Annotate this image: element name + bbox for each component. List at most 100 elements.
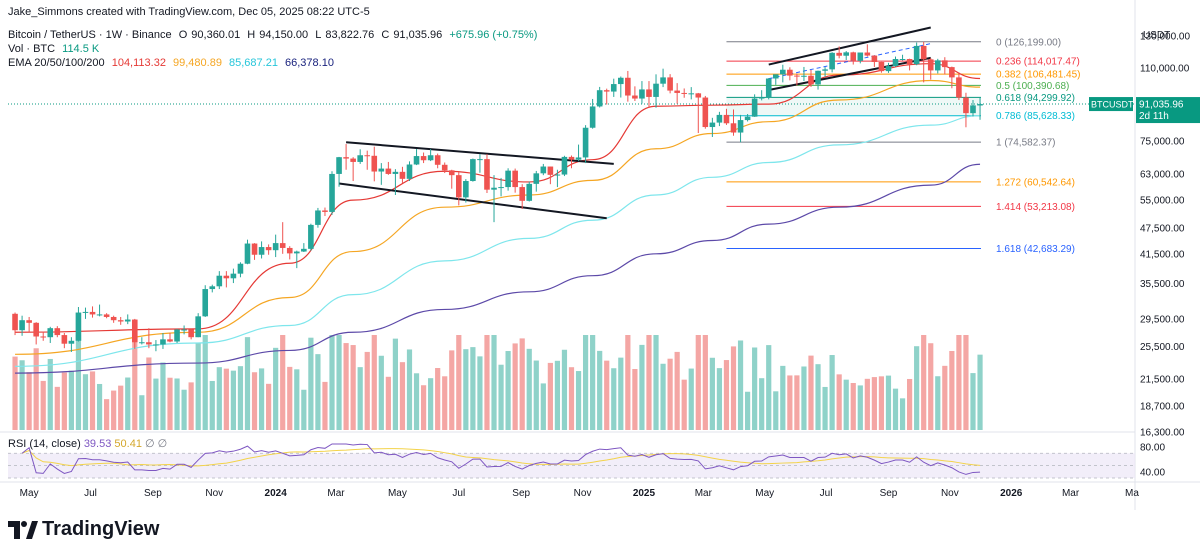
symbol-tag-bg	[1089, 97, 1133, 112]
volume-bar	[104, 399, 110, 430]
candle-body	[33, 322, 39, 337]
volume-bar	[977, 354, 983, 430]
price-tick: 18,700.00	[1140, 401, 1185, 412]
candle-body	[568, 156, 575, 160]
time-tick: Jul	[452, 488, 465, 499]
candle-body	[26, 320, 32, 323]
candle-body	[942, 60, 948, 68]
candle-body	[815, 70, 821, 85]
ema-line-1	[15, 63, 981, 333]
candle-body	[512, 170, 518, 188]
volume-bar	[554, 360, 561, 430]
symbol-name[interactable]: Bitcoin / TetherUS · 1W · Binance	[8, 29, 172, 41]
candle-body	[836, 52, 842, 56]
volume-bar	[428, 378, 434, 430]
rsi-legend[interactable]: RSI (14, close) 39.53 50.41 ∅ ∅	[8, 437, 167, 450]
volume-bar	[892, 388, 899, 430]
rsi-pane	[8, 443, 1135, 479]
volume-bar	[357, 367, 363, 430]
volume-legend[interactable]: Vol · BTC 114.5 K	[8, 43, 103, 55]
rsi-ma-value: 50.41	[114, 438, 142, 450]
volume-bar	[364, 351, 370, 430]
candle-body	[75, 312, 82, 341]
candle-body	[618, 77, 624, 85]
candle-body	[174, 329, 180, 342]
volume-bar	[301, 389, 307, 430]
volume-bar	[385, 376, 391, 430]
candle-body	[89, 311, 96, 315]
ema20-value: 104,113.32	[111, 57, 166, 69]
candle-body	[399, 171, 406, 179]
volume-bar	[907, 378, 913, 430]
candle-body	[350, 158, 356, 162]
symbol-tag: BTCUSDT	[1091, 100, 1134, 110]
volume-bar	[463, 349, 469, 430]
candle-body	[308, 224, 314, 249]
candle-body	[956, 77, 962, 98]
time-tick: May	[755, 488, 774, 499]
volume-bar	[82, 374, 89, 430]
volume-bar	[928, 343, 934, 430]
volume-bar	[420, 385, 427, 430]
candle-body	[293, 251, 300, 254]
candle-body	[484, 159, 490, 190]
volume-bar	[618, 357, 624, 430]
ema-legend[interactable]: EMA 20/50/100/200 104,113.32 99,480.89 8…	[8, 57, 338, 69]
volume-bar	[68, 370, 74, 430]
volume-bar	[223, 368, 229, 430]
volume-bar	[188, 382, 194, 430]
volume-bar	[604, 360, 610, 430]
candle-body	[498, 187, 504, 189]
volume-bar	[582, 335, 589, 430]
candle-body	[223, 275, 230, 279]
candle-body	[19, 320, 25, 331]
volume-bar	[681, 379, 687, 430]
fib-label-0.786: 0.786 (85,628.33)	[996, 111, 1075, 122]
candle-body	[822, 69, 828, 71]
candle-body	[160, 339, 166, 345]
candle-body	[801, 75, 807, 77]
candle-body	[526, 183, 533, 201]
ema-line-4	[15, 163, 981, 374]
candle-body	[47, 328, 54, 338]
volume-bar	[322, 381, 328, 430]
volume-bar	[484, 335, 490, 430]
price-tick: 16,300.00	[1140, 428, 1185, 439]
volume-bar	[146, 357, 152, 430]
tradingview-logo-icon	[8, 520, 38, 539]
candle-body	[864, 52, 871, 56]
candle-body	[195, 316, 201, 338]
fib-label-0: 0 (126,199.00)	[996, 37, 1061, 48]
volume-bar	[956, 335, 962, 430]
candlesticks	[12, 41, 983, 352]
volume-bar	[294, 369, 300, 430]
volume-bar	[808, 355, 814, 430]
grid	[0, 0, 1200, 510]
time-tick: Nov	[574, 488, 592, 499]
price-tick: 41,500.00	[1140, 249, 1185, 260]
volume-bar	[40, 380, 46, 430]
volume-bars	[12, 335, 983, 430]
candle-body	[688, 93, 695, 95]
price-tick: 55,000.00	[1140, 196, 1185, 207]
volume-bar	[963, 335, 969, 430]
volume-bar	[730, 346, 737, 430]
candle-body	[61, 335, 68, 344]
time-tick: 2026	[1000, 488, 1023, 499]
price-tick: 35,500.00	[1140, 279, 1185, 290]
time-tick: May	[20, 488, 39, 499]
price-tick: 110,000.00	[1140, 63, 1190, 74]
volume-bar	[794, 375, 800, 430]
volume-bar	[660, 363, 666, 430]
candle-body	[892, 59, 899, 67]
candle-body	[899, 59, 906, 61]
candle-body	[794, 75, 800, 77]
tradingview-logo[interactable]: TradingView	[8, 518, 159, 541]
volume-bar	[47, 358, 53, 430]
candle-body	[202, 289, 209, 317]
volume-bar	[96, 383, 103, 430]
candle-body	[723, 114, 730, 124]
candle-body	[632, 95, 638, 99]
ohlc-change: +675.96 (+0.75%)	[449, 29, 538, 41]
